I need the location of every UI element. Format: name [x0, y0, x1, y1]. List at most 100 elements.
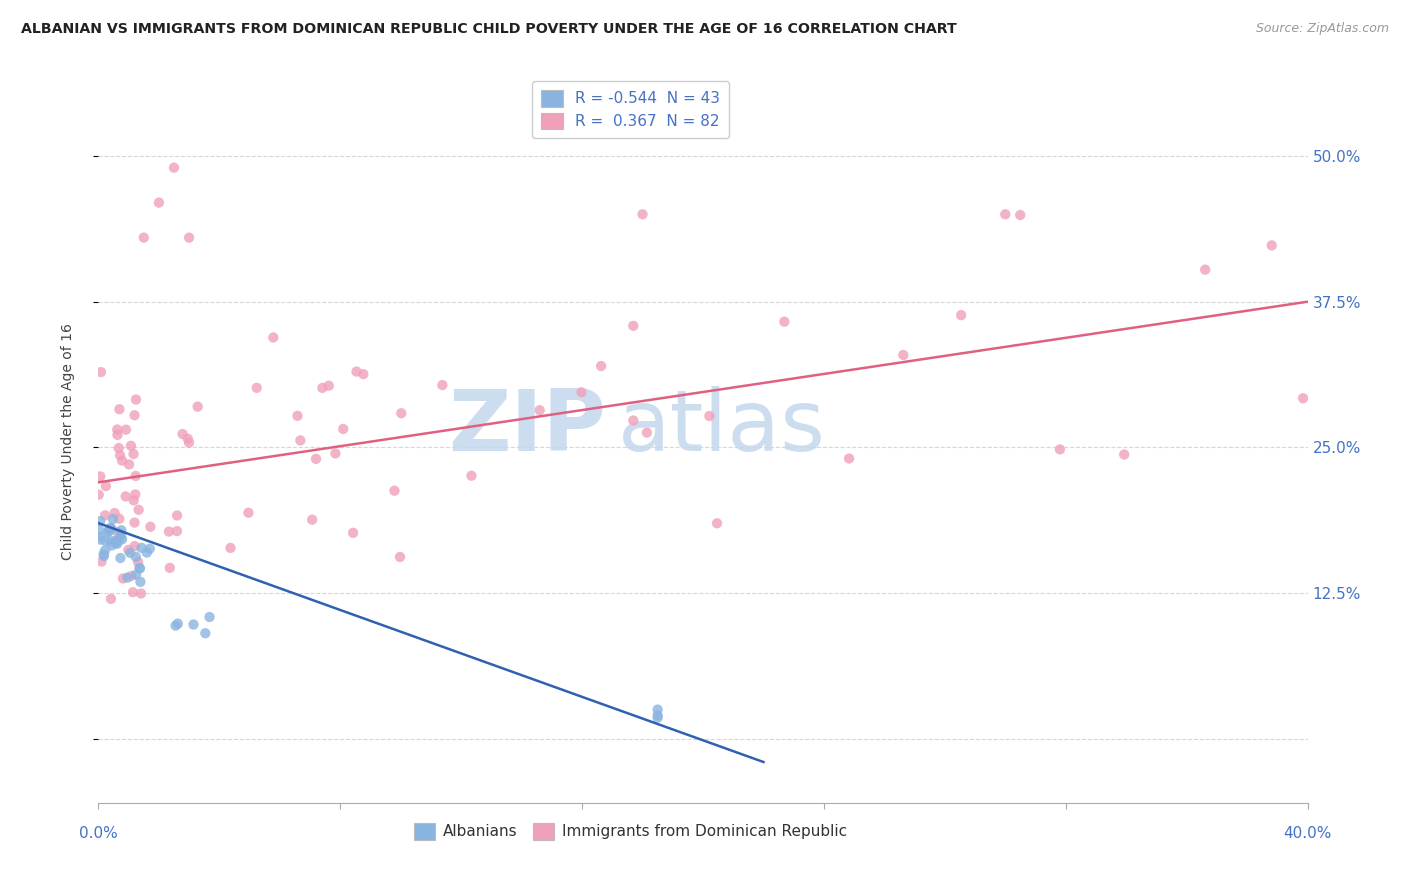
- Point: [166, 508, 188, 523]
- Point: [110, 527, 132, 541]
- Point: [124, 516, 146, 530]
- Point: [122, 493, 145, 508]
- Point: [159, 561, 181, 575]
- Point: [118, 458, 141, 472]
- Point: [89, 469, 111, 483]
- Point: [107, 427, 129, 442]
- Point: [148, 195, 170, 210]
- Point: [90, 555, 112, 569]
- Point: [122, 585, 145, 599]
- Point: [838, 451, 860, 466]
- Point: [699, 409, 721, 423]
- Point: [100, 534, 122, 549]
- Point: [246, 381, 269, 395]
- Point: [163, 161, 186, 175]
- Point: [1049, 442, 1071, 457]
- Text: atlas: atlas: [619, 385, 827, 468]
- Point: [135, 546, 157, 560]
- Point: [124, 409, 146, 423]
- Point: [107, 533, 129, 548]
- Point: [1114, 448, 1136, 462]
- Point: [994, 207, 1017, 221]
- Point: [318, 378, 340, 392]
- Point: [128, 503, 150, 517]
- Point: [110, 530, 132, 544]
- Point: [93, 549, 115, 563]
- Point: [179, 230, 201, 244]
- Point: [100, 521, 122, 535]
- Point: [100, 539, 122, 553]
- Point: [122, 447, 145, 461]
- Point: [118, 546, 141, 560]
- Point: [647, 702, 669, 716]
- Point: [621, 318, 644, 333]
- Point: [773, 315, 796, 329]
- Point: [1292, 391, 1315, 405]
- Point: [1260, 238, 1282, 252]
- Point: [125, 549, 148, 564]
- Point: [125, 567, 148, 582]
- Text: Source: ZipAtlas.com: Source: ZipAtlas.com: [1256, 22, 1389, 36]
- Point: [571, 385, 593, 400]
- Point: [111, 453, 134, 467]
- Point: [706, 516, 728, 531]
- Point: [621, 413, 644, 427]
- Point: [89, 530, 111, 544]
- Point: [177, 432, 200, 446]
- Point: [166, 524, 188, 538]
- Point: [311, 381, 333, 395]
- Point: [105, 537, 128, 551]
- Point: [125, 392, 148, 407]
- Point: [165, 618, 187, 632]
- Point: [305, 451, 328, 466]
- Point: [98, 524, 121, 539]
- Point: [124, 487, 146, 501]
- Point: [110, 551, 132, 566]
- Text: 0.0%: 0.0%: [79, 826, 118, 841]
- Point: [262, 330, 284, 344]
- Point: [94, 508, 117, 523]
- Point: [287, 409, 309, 423]
- Point: [87, 523, 110, 537]
- Point: [90, 365, 112, 379]
- Point: [93, 547, 115, 561]
- Point: [332, 422, 354, 436]
- Point: [529, 403, 551, 417]
- Point: [167, 616, 190, 631]
- Point: [94, 534, 117, 549]
- Point: [384, 483, 406, 498]
- Point: [183, 617, 205, 632]
- Point: [124, 469, 146, 483]
- Point: [105, 422, 128, 436]
- Point: [115, 423, 138, 437]
- Point: [636, 425, 658, 440]
- Point: [325, 446, 347, 460]
- Point: [389, 406, 412, 420]
- Point: [104, 536, 127, 550]
- Point: [187, 400, 209, 414]
- Point: [301, 513, 323, 527]
- Point: [111, 572, 134, 586]
- Point: [104, 533, 127, 548]
- Point: [108, 512, 131, 526]
- Point: [198, 610, 221, 624]
- Point: [194, 626, 217, 640]
- Point: [219, 541, 242, 555]
- Point: [352, 367, 374, 381]
- Point: [101, 512, 124, 526]
- Point: [129, 586, 152, 600]
- Point: [290, 434, 312, 448]
- Point: [342, 525, 364, 540]
- Point: [129, 561, 152, 575]
- Point: [117, 571, 139, 585]
- Point: [108, 402, 131, 417]
- Point: [100, 591, 122, 606]
- Point: [891, 348, 914, 362]
- Point: [89, 533, 111, 547]
- Point: [97, 525, 120, 540]
- Point: [139, 541, 162, 556]
- Point: [87, 488, 110, 502]
- Point: [129, 574, 152, 589]
- Point: [432, 378, 454, 392]
- Point: [647, 708, 669, 723]
